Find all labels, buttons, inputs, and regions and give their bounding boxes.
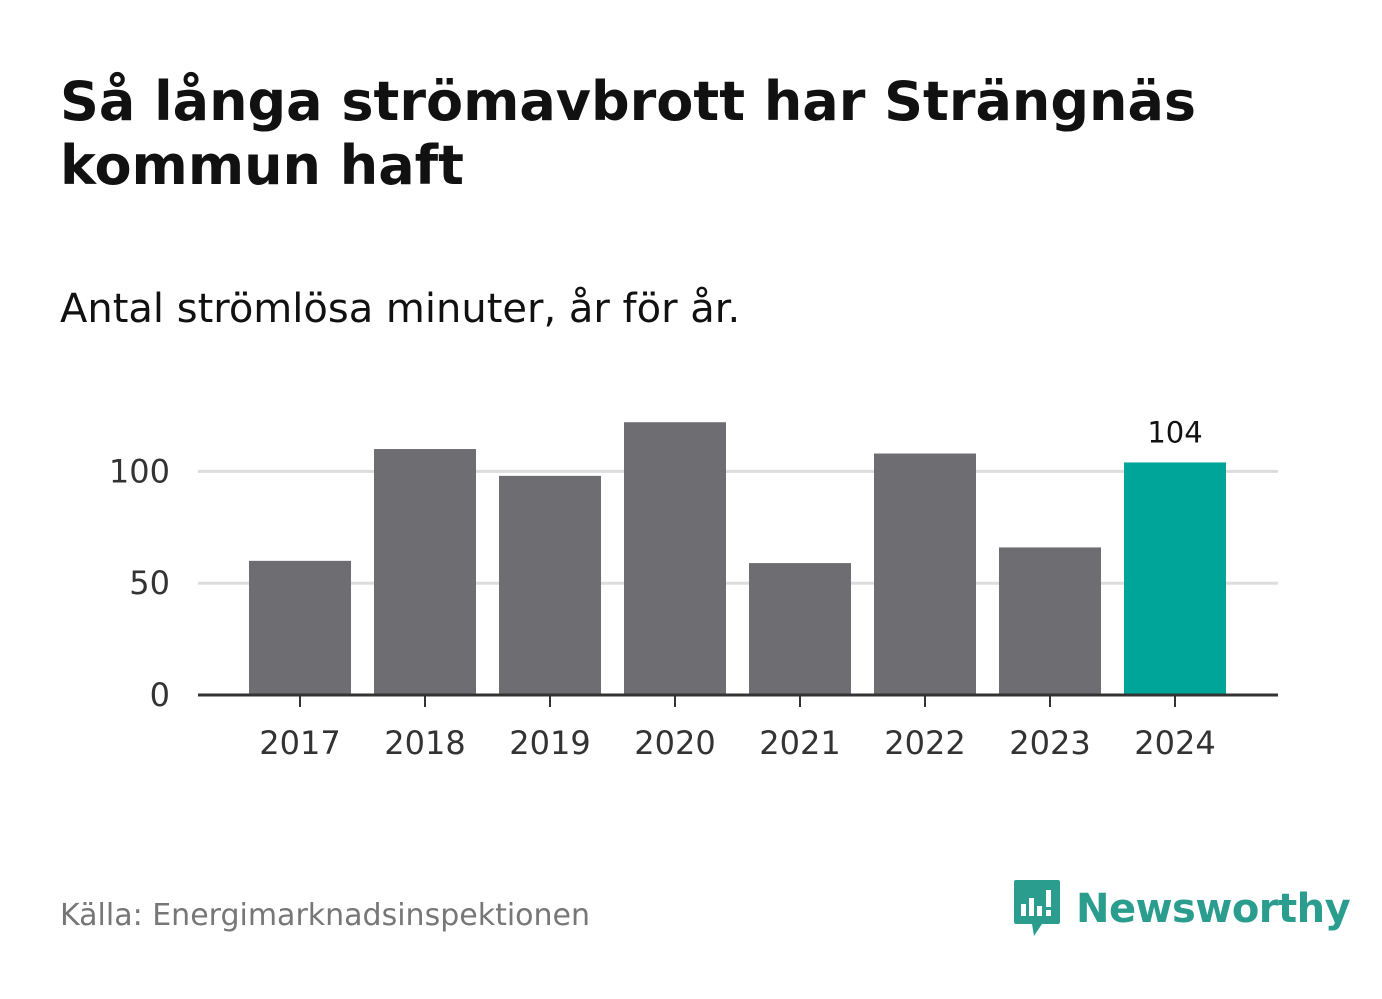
x-tick-label-2022: 2022 <box>884 724 965 762</box>
x-tick-label-2019: 2019 <box>509 724 590 762</box>
bar-2020 <box>624 422 726 695</box>
bar-2018 <box>374 449 476 695</box>
bars <box>249 422 1226 695</box>
brand-name: Newsworthy <box>1076 886 1351 932</box>
chart-subtitle: Antal strömlösa minuter, år för år. <box>60 286 741 332</box>
bar-2019 <box>499 475 601 695</box>
bar-2021 <box>749 563 851 695</box>
chart-title: Så långa strömavbrott har Strängnäs komm… <box>60 70 1197 197</box>
bar-2017 <box>249 560 351 695</box>
x-tick-label-2020: 2020 <box>634 724 715 762</box>
y-tick-label-100: 100 <box>109 452 170 490</box>
data-label-2024: 104 <box>1147 415 1202 449</box>
x-tick-label-2021: 2021 <box>759 724 840 762</box>
gridlines <box>198 469 1278 585</box>
newsworthy-logo: Newsworthy <box>1012 878 1351 940</box>
x-tick-label-2023: 2023 <box>1009 724 1090 762</box>
x-tick-label-2024: 2024 <box>1134 724 1215 762</box>
axes <box>198 693 1278 707</box>
x-tick-label-2018: 2018 <box>384 724 465 762</box>
newsworthy-logo-icon <box>1014 880 1060 936</box>
bar-2022 <box>874 453 976 695</box>
x-tick-label-2017: 2017 <box>259 724 340 762</box>
source-note: Källa: Energimarknadsinspektionen <box>60 898 591 933</box>
y-tick-label-0: 0 <box>150 676 170 714</box>
y-tick-label-50: 50 <box>129 564 170 602</box>
bar-2023 <box>999 547 1101 695</box>
bar-2024 <box>1124 462 1226 695</box>
labels: 0 50 100 2017 2018 2019 2020 2021 2022 2023 2024 10… <box>109 415 1216 762</box>
